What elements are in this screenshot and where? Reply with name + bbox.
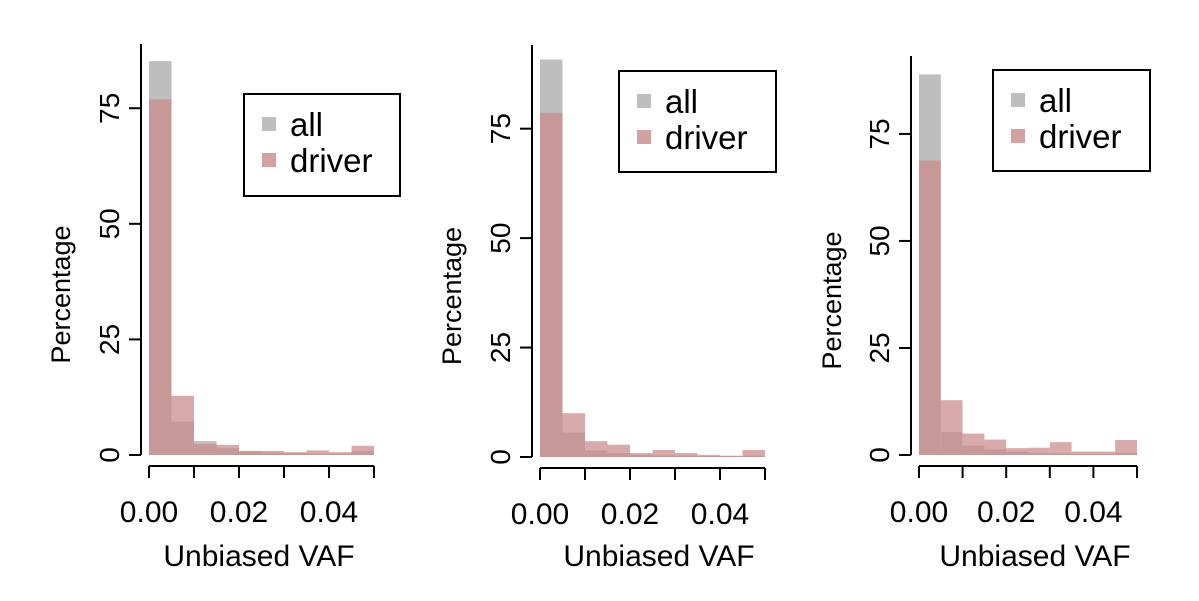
- y-tick-label-25: 25: [485, 332, 516, 363]
- y-tick-label-50: 50: [94, 208, 125, 239]
- legend-box: [992, 69, 1151, 172]
- legend-label-driver: driver: [290, 142, 373, 179]
- bar-driver-bin-6: [261, 450, 284, 455]
- bar-driver-bin-2: [562, 413, 585, 457]
- x-tick-label-0.00: 0.00: [890, 496, 948, 529]
- bar-driver-bin-10: [1115, 440, 1137, 455]
- legend-box: [618, 70, 777, 173]
- bar-driver-bin-3: [194, 443, 217, 455]
- y-tick-label-25: 25: [864, 332, 895, 363]
- x-tick-label-0.00: 0.00: [511, 498, 569, 531]
- bar-driver-bin-4: [984, 439, 1007, 455]
- legend-swatch-all: [1011, 93, 1025, 107]
- bar-driver-bin-5: [239, 450, 262, 455]
- x-tick-label-0.04: 0.04: [691, 498, 749, 531]
- y-tick-label-0: 0: [94, 447, 125, 463]
- panel-1: 0 25 50 75 0.00 0.02 0.04 Unbiased VAF Percentag…: [46, 44, 401, 573]
- x-tick-label-0.02: 0.02: [601, 498, 659, 531]
- legend-label-driver: driver: [1039, 118, 1122, 155]
- bar-driver-bin-4: [607, 444, 630, 457]
- y-tick-label-75: 75: [485, 113, 516, 144]
- bar-driver-bin-5: [1006, 448, 1028, 455]
- bar-driver-bin-1: [149, 99, 172, 455]
- bar-driver-bin-9: [720, 455, 743, 457]
- legend-swatch-driver: [262, 153, 276, 167]
- bar-driver-bin-10: [351, 445, 374, 455]
- y-tick-label-75: 75: [864, 118, 895, 149]
- y-tick-label-50: 50: [485, 223, 516, 254]
- y-axis-title: Percentage: [437, 227, 467, 365]
- bar-driver-bin-4: [216, 444, 239, 455]
- bar-driver-bin-1: [540, 112, 563, 457]
- y-tick-label-75: 75: [94, 93, 125, 124]
- x-tick-label-0.04: 0.04: [1064, 496, 1122, 529]
- bar-driver-bin-9: [329, 452, 352, 455]
- y-tick-label-0: 0: [485, 449, 516, 465]
- x-axis-title: Unbiased VAF: [163, 540, 354, 573]
- x-tick-label-0.04: 0.04: [300, 496, 358, 529]
- x-axis-title: Unbiased VAF: [563, 540, 754, 573]
- bar-driver-bin-7: [284, 452, 307, 455]
- bar-driver-bin-1: [919, 160, 941, 455]
- bar-driver-bin-8: [1071, 451, 1094, 455]
- legend-label-driver: driver: [665, 119, 748, 156]
- y-axis-title: Percentage: [817, 231, 847, 369]
- bar-driver-bin-7: [675, 453, 698, 457]
- y-tick-label-50: 50: [864, 225, 895, 256]
- x-tick-label-0.00: 0.00: [120, 496, 178, 529]
- bar-driver-bin-2: [940, 400, 963, 455]
- bar-driver-bin-10: [742, 450, 765, 457]
- bar-driver-bin-8: [697, 454, 720, 457]
- bar-driver-bin-6: [652, 450, 675, 457]
- y-tick-label-25: 25: [94, 324, 125, 355]
- x-axis-title: Unbiased VAF: [939, 540, 1130, 573]
- legend-label-all: all: [665, 83, 698, 120]
- legend-swatch-all: [637, 94, 651, 108]
- x-tick-label-0.02: 0.02: [210, 496, 268, 529]
- bar-driver-bin-9: [1093, 451, 1116, 455]
- bar-driver-bin-3: [585, 441, 608, 457]
- legend-swatch-all: [262, 117, 276, 131]
- legend-box: [243, 93, 401, 197]
- panel-2: 0 25 50 75 0.00 0.02 0.04 Unbiased VAF Percentag…: [437, 45, 777, 573]
- y-axis-title: Percentage: [46, 225, 76, 363]
- legend-label-all: all: [1039, 82, 1072, 119]
- y-tick-label-0: 0: [864, 447, 895, 463]
- x-tick-label-0.02: 0.02: [977, 496, 1035, 529]
- bar-driver-bin-7: [1049, 442, 1072, 455]
- panel-3: 0 25 50 75 0.00 0.02 0.04 Unbiased VAF Percentag…: [817, 56, 1151, 573]
- legend-swatch-driver: [637, 130, 651, 144]
- bar-driver-bin-2: [171, 395, 194, 455]
- bar-driver-bin-5: [630, 453, 653, 457]
- legend-label-all: all: [290, 106, 323, 143]
- bar-driver-bin-3: [962, 433, 985, 455]
- legend-swatch-driver: [1011, 129, 1025, 143]
- bar-driver-bin-6: [1028, 447, 1050, 455]
- bar-driver-bin-8: [306, 450, 329, 455]
